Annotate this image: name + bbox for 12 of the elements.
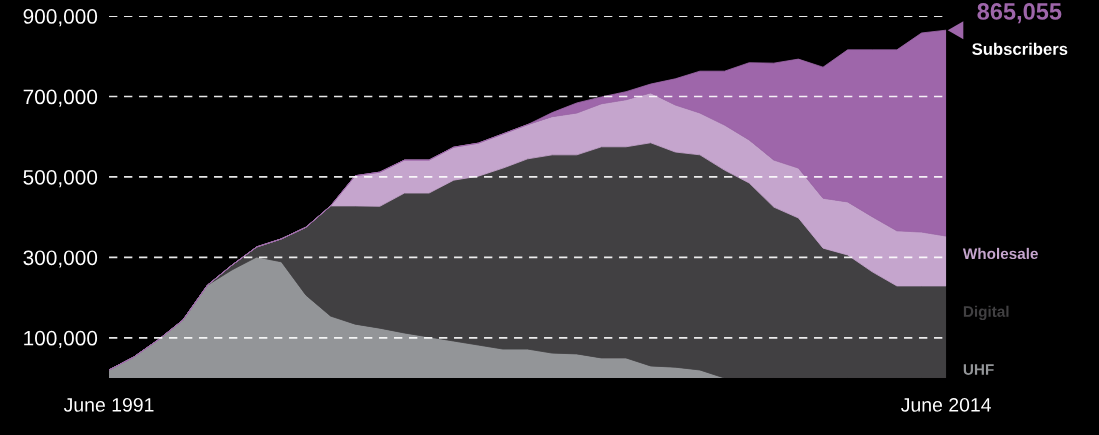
x-tick-label: June 2014 (901, 397, 991, 412)
y-tick-label: 700,000 (23, 89, 98, 107)
series-label: Digital (963, 305, 1009, 321)
y-tick-label: 300,000 (23, 250, 98, 268)
x-tick-label: June 1991 (63, 397, 154, 412)
y-tick-label: 500,000 (23, 169, 98, 188)
y-tick-label: 100,000 (24, 330, 98, 349)
annotation: 865,055 (977, 3, 1062, 24)
y-tick-label: 900,000 (23, 9, 98, 27)
series-label: Wholesale (962, 247, 1038, 260)
text: Subscribers (972, 42, 1068, 55)
series-label: UHF (963, 364, 994, 375)
